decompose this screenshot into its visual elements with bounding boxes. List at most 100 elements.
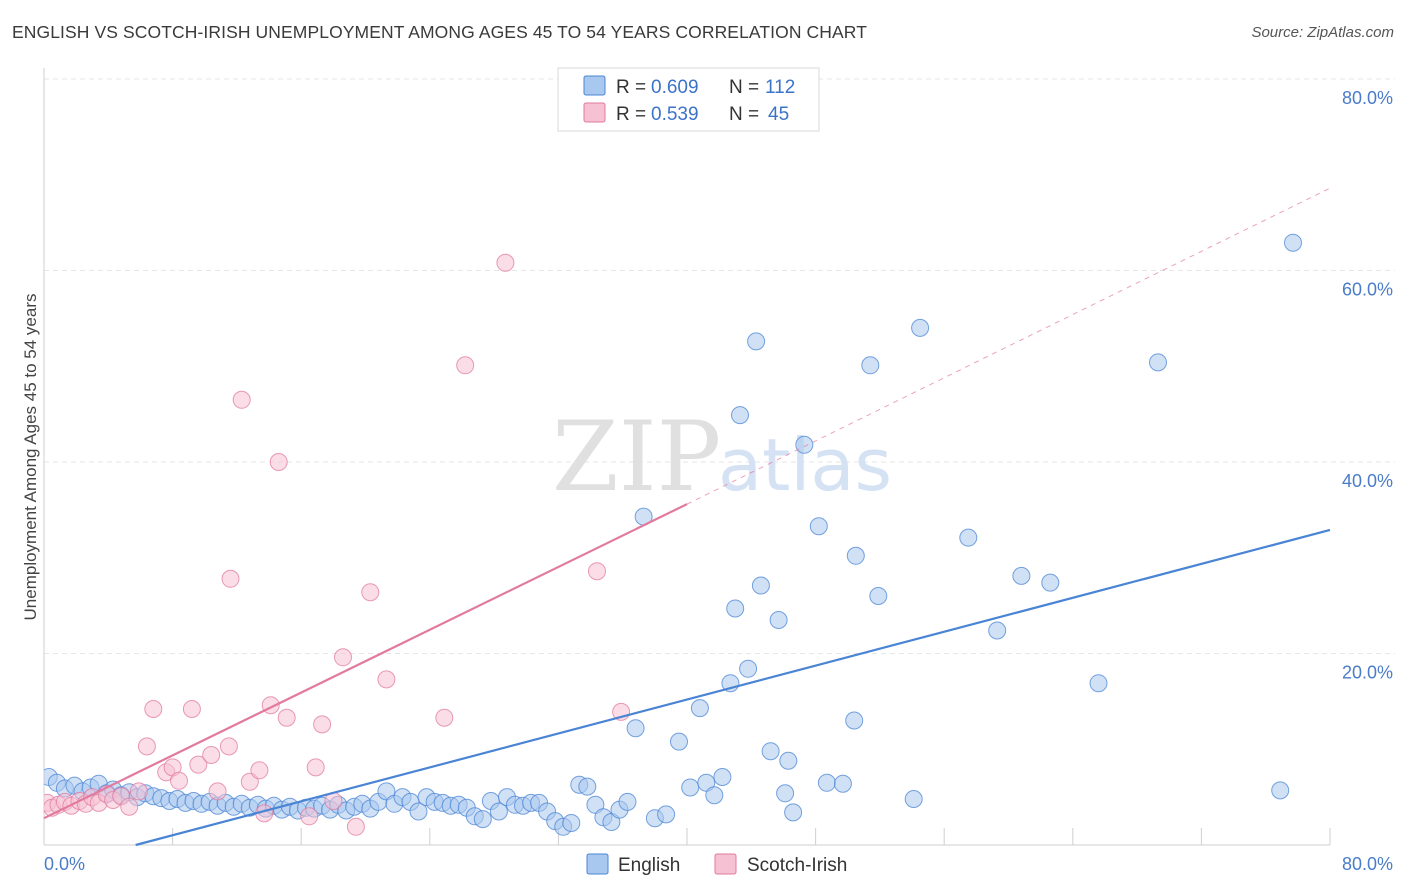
point-english <box>562 814 581 832</box>
point-scotch-irish <box>435 708 454 727</box>
point-english <box>1012 566 1031 585</box>
y-tick-label: 20.0% <box>1342 663 1393 683</box>
point-english <box>726 599 745 618</box>
point-english <box>795 435 814 454</box>
point-english <box>409 802 428 821</box>
point-english <box>833 774 852 793</box>
y-tick-label: 40.0% <box>1342 471 1393 491</box>
point-scotch-irish <box>232 390 251 409</box>
point-scotch-irish <box>182 700 201 718</box>
point-scotch-irish <box>202 746 221 764</box>
watermark-zip: ZIP <box>552 401 721 513</box>
point-english <box>670 732 688 751</box>
point-english <box>861 356 880 375</box>
point-english <box>779 751 798 770</box>
point-scotch-irish <box>219 737 238 756</box>
point-english <box>784 803 803 822</box>
series-legend-label-scotch-irish: Scotch-Irish <box>747 855 847 876</box>
stats-legend: R = 0.609 N = 112 R = 0.539 N = 45 <box>557 67 820 132</box>
legend-r-label-english: R = <box>616 77 646 98</box>
point-scotch-irish <box>313 715 332 734</box>
x-tick-label-max: 80.0% <box>1342 854 1393 874</box>
point-english <box>489 802 508 821</box>
chart-title: ENGLISH VS SCOTCH-IRISH UNEMPLOYMENT AMO… <box>12 22 868 42</box>
point-english <box>1149 353 1167 372</box>
point-scotch-irish <box>120 797 139 816</box>
point-english <box>473 810 492 829</box>
axes <box>43 68 1331 846</box>
point-scotch-irish <box>189 755 208 774</box>
point-scotch-irish <box>588 562 606 581</box>
point-english <box>769 611 788 629</box>
trendline-scotch-irish <box>43 503 688 820</box>
point-scotch-irish <box>456 356 475 375</box>
legend-r-label-scotch-irish: R = <box>616 104 646 125</box>
point-english <box>959 528 978 547</box>
trend-lines <box>43 187 1331 847</box>
legend-n-value-english: 112 <box>765 77 795 98</box>
point-english <box>988 621 1007 640</box>
point-english <box>731 406 749 425</box>
y-tick-labels: 20.0% 40.0% 60.0% 80.0% <box>1342 88 1393 683</box>
series-legend: English Scotch-Irish <box>586 853 847 876</box>
point-scotch-irish <box>208 782 227 801</box>
point-english <box>578 777 597 796</box>
legend-n-value-scotch-irish: 45 <box>768 104 789 125</box>
legend-swatch-scotch-irish <box>583 102 606 123</box>
source-credit: Source: ZipAtlas.com <box>1251 24 1394 41</box>
scatter-points <box>44 233 1302 836</box>
point-scotch-irish <box>240 772 259 791</box>
point-scotch-irish <box>346 817 365 836</box>
point-english <box>739 659 758 678</box>
x-tick-label-min: 0.0% <box>44 854 85 874</box>
point-english <box>869 587 888 605</box>
point-scotch-irish <box>306 758 325 777</box>
point-scotch-irish <box>144 700 163 718</box>
point-english <box>751 576 770 595</box>
point-english <box>690 699 709 718</box>
point-english <box>817 773 836 792</box>
point-english <box>626 719 645 738</box>
point-english <box>1041 573 1060 592</box>
legend-r-value-english: 0.609 <box>651 77 699 98</box>
y-axis-title: Unemployment Among Ages 45 to 54 years <box>21 294 40 621</box>
point-scotch-irish <box>137 737 156 756</box>
trendline-extension-scotch-irish <box>686 187 1331 505</box>
y-tick-label: 80.0% <box>1342 88 1393 108</box>
legend-n-label-english: N = <box>729 77 759 98</box>
point-english <box>761 742 780 761</box>
point-scotch-irish <box>269 453 288 471</box>
point-english <box>618 792 637 811</box>
watermark-atlas: atlas <box>718 423 892 507</box>
series-legend-label-english: English <box>618 855 680 876</box>
point-scotch-irish <box>129 782 148 801</box>
point-scotch-irish <box>334 648 352 667</box>
point-english <box>846 546 865 565</box>
point-scotch-irish <box>250 761 269 780</box>
point-english <box>713 768 732 786</box>
point-scotch-irish <box>170 771 188 790</box>
point-english <box>1089 674 1108 693</box>
trendline-english <box>135 528 1331 847</box>
point-scotch-irish <box>496 253 515 272</box>
legend-r-value-scotch-irish: 0.539 <box>651 104 699 125</box>
point-english <box>904 790 923 808</box>
point-scotch-irish <box>277 708 296 727</box>
point-english <box>1284 233 1302 252</box>
series-legend-swatch-english <box>586 853 609 875</box>
legend-n-label-scotch-irish: N = <box>729 104 759 125</box>
y-tick-label: 60.0% <box>1342 280 1393 300</box>
point-english <box>911 318 930 337</box>
series-legend-swatch-scotch-irish <box>714 853 737 875</box>
x-tick-labels: 0.0% 80.0% <box>44 854 1393 874</box>
point-english <box>681 778 700 797</box>
legend-swatch-english <box>583 75 606 96</box>
point-english <box>776 784 795 803</box>
point-english <box>705 786 724 805</box>
point-english <box>809 517 828 536</box>
point-english <box>657 805 676 824</box>
point-scotch-irish <box>300 807 319 826</box>
point-scotch-irish <box>221 569 240 588</box>
point-english <box>747 332 766 351</box>
